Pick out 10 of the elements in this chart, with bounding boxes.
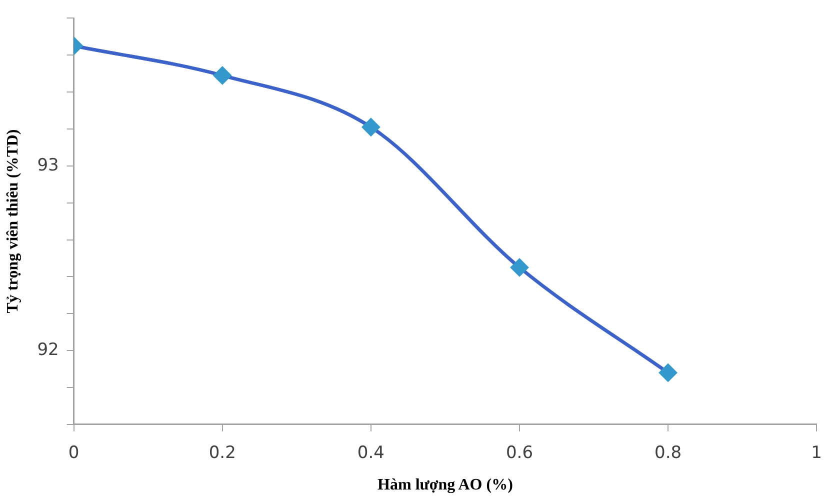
x-tick-label: 0 xyxy=(68,443,80,464)
x-axis-title: Hàm lượng AO (%) xyxy=(378,476,513,494)
x-tick-label: 1 xyxy=(811,443,822,464)
x-tick-label: 0.6 xyxy=(506,443,534,464)
x-tick-label: 0.2 xyxy=(208,443,236,464)
x-tick-label: 0.4 xyxy=(357,443,384,464)
y-tick-label: 93 xyxy=(37,155,59,176)
y-axis-title: Tỷ trọng viên thiêu (%TD) xyxy=(4,129,22,314)
y-tick-label: 92 xyxy=(37,340,59,360)
x-tick-label: 0.8 xyxy=(654,443,682,464)
